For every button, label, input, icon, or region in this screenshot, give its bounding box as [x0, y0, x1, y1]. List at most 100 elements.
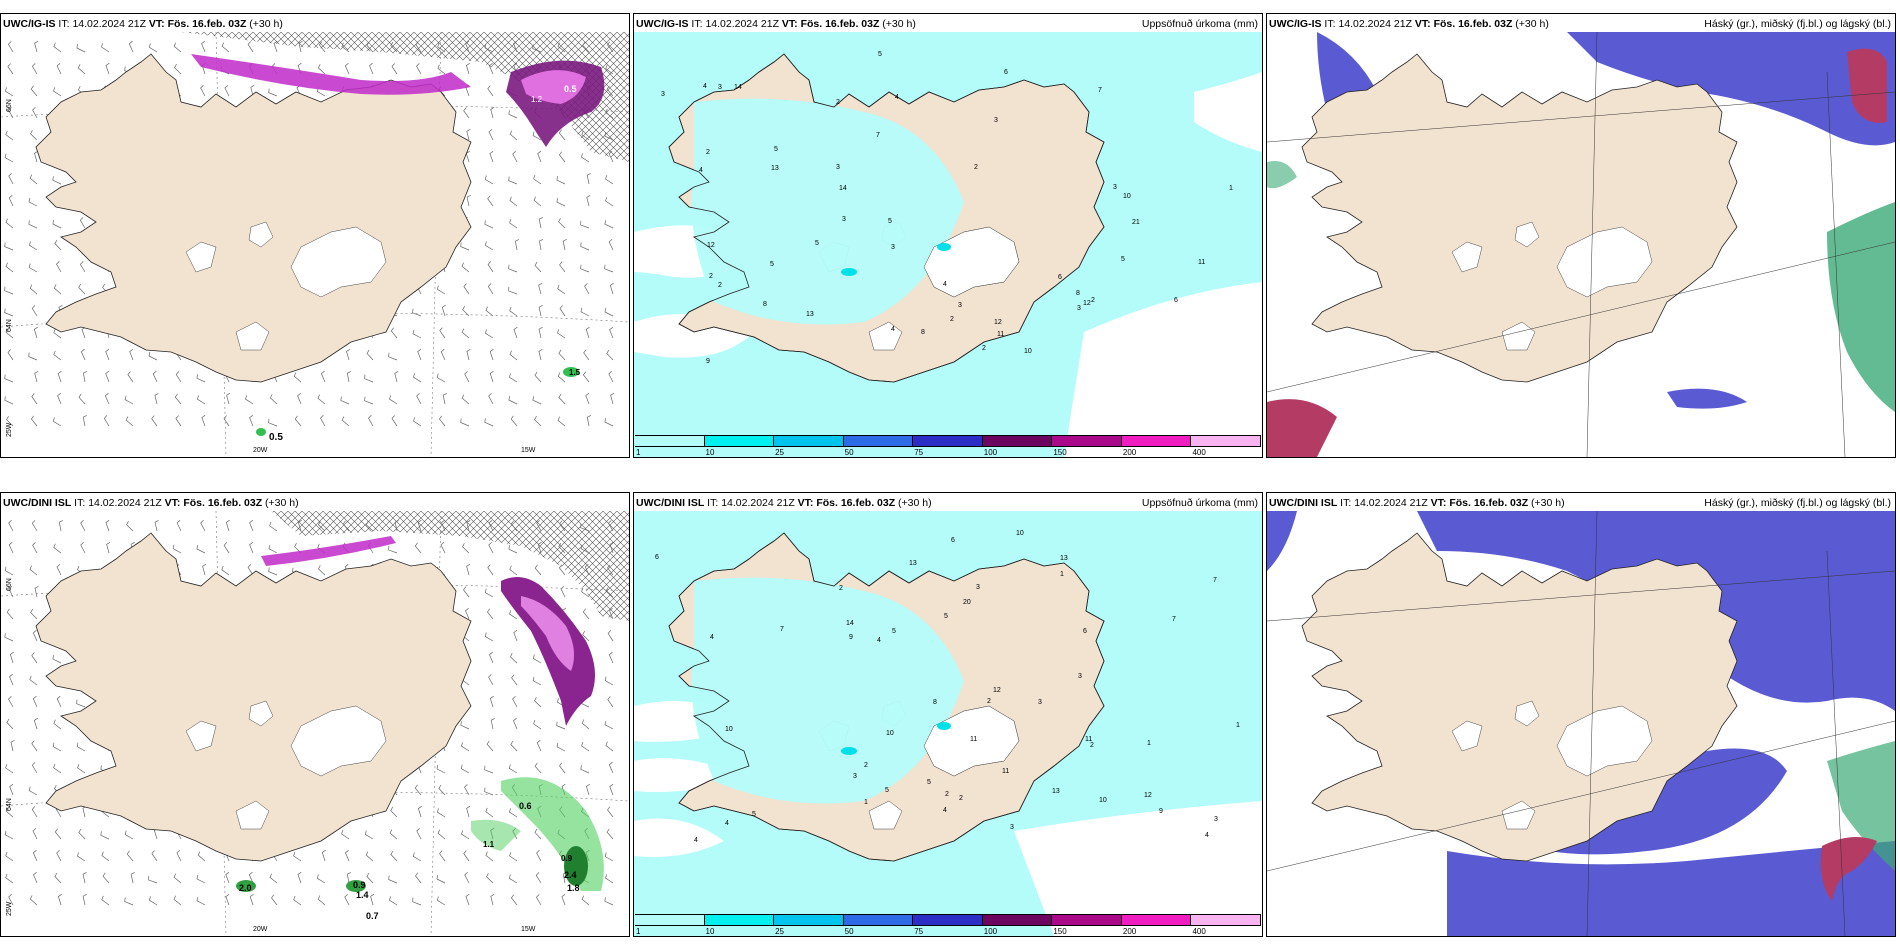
wind-barb [5, 763, 14, 774]
wind-barb [366, 41, 374, 53]
precip-colorbar: 1 10 25 50 75 100 150 200 400 [635, 914, 1261, 936]
wind-barb [33, 326, 38, 339]
wind-barb [293, 895, 302, 906]
panel-header: UWC/IG-IS IT: 14.02.2024 21Z VT: Fös. 16… [636, 18, 1258, 32]
wind-barb [538, 348, 543, 361]
panel-header: UWC/DINI ISL IT: 14.02.2024 21Z VT: Fös.… [636, 497, 1258, 511]
wind-barb [344, 894, 350, 906]
wind-barb [52, 176, 62, 185]
precip-value: 3 [1038, 699, 1042, 706]
wind-barb [558, 393, 566, 405]
wind-barb [54, 872, 62, 884]
wind-barb [7, 63, 14, 75]
map-wind: 0.5 1.2 1.2 1.5 0.5 66N 64N 25W 20W 15W [1, 32, 629, 457]
wind-barb [412, 329, 422, 339]
colorbar-segment [704, 435, 775, 447]
wind-barb [5, 218, 14, 229]
wind-barb [4, 286, 14, 295]
precip-value: 12 [994, 319, 1002, 326]
wind-barb [508, 286, 518, 295]
wind-label: 1.2 [493, 90, 505, 99]
precip-value: 4 [895, 94, 899, 101]
wind-barb [532, 654, 542, 664]
wind-barb [389, 829, 398, 840]
precip-value: 7 [780, 626, 784, 633]
colorbar-tick: 100 [983, 448, 998, 457]
wind-barb [609, 783, 614, 796]
snow-band [191, 54, 471, 95]
wind-barb [460, 242, 470, 251]
wind-barb [536, 520, 542, 532]
it-prefix: IT: [1324, 18, 1336, 30]
wind-label: 0.3 [583, 623, 596, 633]
coastline [668, 532, 1105, 862]
snow-core [501, 577, 595, 726]
wind-barb [484, 241, 494, 251]
wind-barb [512, 696, 518, 708]
wind-barb [609, 327, 614, 339]
it-value: 14.02.2024 21Z [88, 497, 162, 509]
glacier-myrdalsjokull [235, 800, 270, 830]
wind-label: 2.0 [239, 883, 252, 893]
wind-barb [250, 84, 255, 97]
wind-barb [5, 807, 14, 818]
colorbar-tick: 50 [844, 927, 854, 936]
wind-barb [535, 894, 542, 906]
wind-barb [508, 545, 518, 554]
precip-value: 8 [1076, 290, 1080, 297]
wind-barb [29, 284, 38, 295]
wind-barb [340, 396, 350, 405]
colorbar-tick: 10 [705, 448, 715, 457]
wind-barb [370, 893, 375, 906]
precip-value: 7 [1172, 616, 1176, 623]
wind-barb [364, 830, 374, 840]
wind-barb [437, 64, 446, 75]
vt-prefix: VT: [1414, 18, 1431, 30]
wind-barb [604, 132, 614, 141]
gridlabel-25w: 25W [6, 422, 13, 437]
panel-wind-bottom: UWC/DINI ISL IT: 14.02.2024 21Z VT: Fös.… [0, 492, 630, 937]
wind-label: 2.4 [564, 870, 577, 880]
lead-time: (+30 h) [1515, 18, 1549, 30]
wind-barb [557, 329, 566, 339]
precip-value: 1 [1060, 571, 1064, 578]
wind-barb [608, 761, 614, 774]
it-prefix: IT: [74, 497, 86, 509]
wind-barb [439, 850, 446, 862]
gridlabel-66n: 66N [6, 578, 13, 591]
precip-value: 1 [864, 799, 868, 806]
panel-header: UWC/IG-IS IT: 14.02.2024 21Z VT: Fös. 16… [1269, 18, 1891, 32]
panel-header: UWC/DINI ISL IT: 14.02.2024 21Z VT: Fös.… [1269, 497, 1891, 511]
wind-barb [539, 239, 544, 251]
precip-value: 4 [694, 837, 698, 844]
high-cloud [1267, 511, 1297, 571]
parallel [1267, 241, 1895, 393]
precip-value: 2 [718, 282, 722, 289]
precip-value: 2 [709, 273, 713, 280]
wind-barb [607, 696, 614, 708]
wind-barb [534, 697, 542, 708]
precip-value: 9 [849, 634, 853, 641]
vt-prefix: VT: [148, 18, 165, 30]
wind-barb [558, 564, 566, 576]
colorbar-segment [982, 435, 1053, 447]
precip-med-patch [841, 747, 857, 755]
low-cloud [1267, 399, 1337, 457]
glacier-hofsjokull [1514, 221, 1540, 248]
wind-barb [556, 198, 566, 207]
wind-barb [321, 849, 326, 862]
projection-lines [1267, 511, 1895, 936]
glacier-langjokull [1451, 720, 1483, 752]
wind-barb [82, 893, 87, 906]
precip-value: 4 [943, 807, 947, 814]
wind-barb [173, 895, 182, 906]
wind-barb [414, 542, 422, 554]
wind-barb [557, 42, 566, 53]
wind-barb [608, 238, 614, 251]
gridlabel-15w: 15W [521, 447, 536, 454]
wind-barb [580, 242, 590, 251]
lead-time: (+30 h) [265, 497, 299, 509]
wind-barb [200, 520, 206, 532]
mid-cloud [1827, 741, 1895, 871]
wind-barb [510, 894, 518, 906]
